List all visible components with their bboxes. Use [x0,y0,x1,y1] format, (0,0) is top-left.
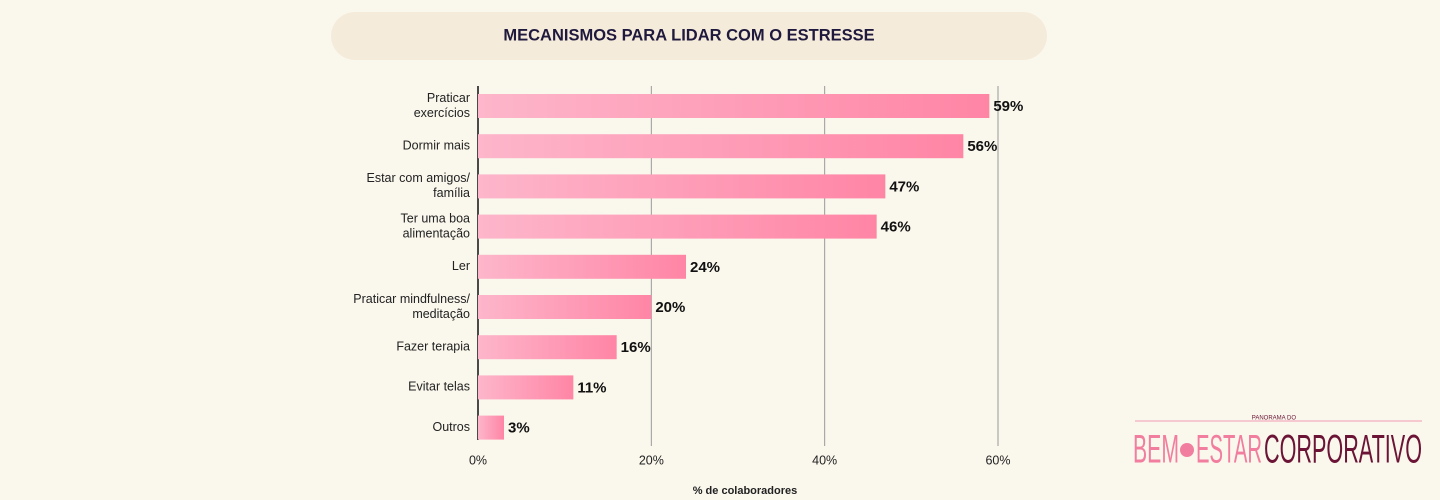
y-tick-label: Outros [432,420,470,434]
bar [478,375,574,400]
x-tick-label: 40% [812,453,837,467]
y-tick-label: Evitar telas [408,380,470,394]
value-label: 11% [577,379,606,396]
value-label: 59% [993,98,1023,115]
x-axis-label: % de colaboradores [693,485,798,497]
value-label: 47% [889,178,919,195]
y-tick-label: Estar com amigos/ [366,171,470,185]
value-label: 56% [967,138,997,155]
value-label: 3% [508,420,530,437]
chart-title: MECANISMOS PARA LIDAR COM O ESTRESSE [503,26,874,44]
bar [478,94,990,118]
logo: PANORAMA DO BEM ESTAR CORPORATIVO [1133,416,1422,472]
logo-bem: BEM [1133,428,1179,472]
y-tick-label: meditação [412,307,470,321]
x-tick-label: 20% [639,453,664,467]
y-tick-label: família [433,186,470,200]
title-pill [331,12,1047,60]
y-tick-label: Ter uma boa [401,211,471,225]
value-label: 46% [881,219,911,236]
value-label: 24% [690,259,720,276]
y-tick-label: Fazer terapia [396,339,470,353]
x-tick-label: 60% [985,453,1010,467]
logo-corporativo: CORPORATIVO [1264,428,1422,472]
y-tick-label: alimentação [403,226,470,240]
logo-badge [1180,443,1194,457]
y-tick-label: Praticar mindfulness/ [353,292,470,306]
value-label: 16% [621,339,651,356]
y-tick-label: Praticar [427,91,470,105]
logo-top: PANORAMA DO [1252,416,1297,422]
bar [478,295,652,319]
value-label: 20% [655,299,685,316]
bar [478,174,886,199]
bar [478,415,504,440]
y-tick-label: Ler [452,259,470,273]
logo-estar: ESTAR [1196,428,1262,472]
x-tick-label: 0% [469,453,487,467]
bar [478,134,964,159]
y-tick-label: Dormir mais [403,138,470,152]
bar [478,254,686,279]
bar [478,335,617,360]
bar [478,214,877,239]
y-tick-label: exercícios [414,106,470,120]
